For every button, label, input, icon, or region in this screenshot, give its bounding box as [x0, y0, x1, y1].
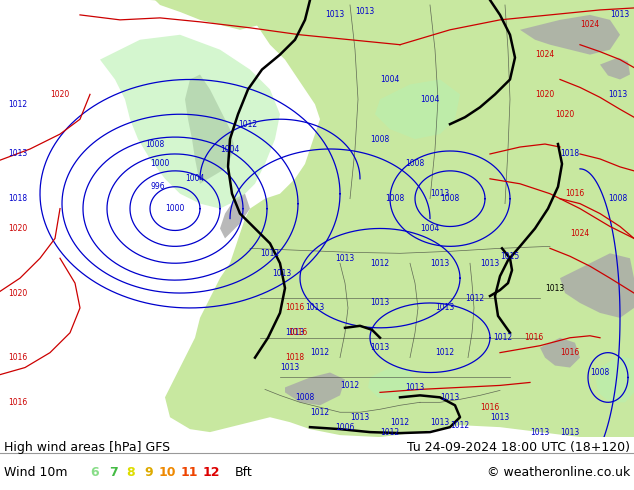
Polygon shape: [100, 35, 280, 209]
Polygon shape: [560, 253, 634, 318]
Text: 1013: 1013: [8, 149, 28, 158]
Text: 1013: 1013: [335, 254, 354, 263]
Text: 1012: 1012: [340, 381, 359, 390]
Polygon shape: [600, 58, 630, 79]
Polygon shape: [520, 15, 620, 54]
Polygon shape: [540, 338, 580, 368]
Text: 1012: 1012: [261, 249, 280, 258]
Text: 996: 996: [151, 182, 165, 191]
Text: 1012: 1012: [311, 408, 330, 417]
Text: 1008: 1008: [441, 194, 460, 203]
Text: 1013: 1013: [430, 417, 450, 427]
Polygon shape: [375, 79, 460, 139]
Polygon shape: [285, 372, 345, 405]
Text: 1012: 1012: [311, 348, 330, 357]
Text: 1016: 1016: [288, 328, 307, 337]
Text: 1013: 1013: [405, 383, 425, 392]
Text: 1012: 1012: [450, 420, 470, 430]
Text: 1013: 1013: [609, 90, 628, 99]
Text: 12: 12: [202, 466, 220, 479]
Text: Wind 10m: Wind 10m: [4, 466, 67, 479]
Text: 1008: 1008: [590, 368, 610, 377]
Text: Tu 24-09-2024 18:00 UTC (18+120): Tu 24-09-2024 18:00 UTC (18+120): [407, 441, 630, 454]
Text: 1012: 1012: [370, 259, 389, 268]
Text: 1024: 1024: [535, 50, 555, 59]
Polygon shape: [596, 356, 634, 402]
Text: 1008: 1008: [145, 140, 165, 148]
Text: 1008: 1008: [295, 393, 314, 402]
Text: 1020: 1020: [50, 90, 70, 99]
Text: 1012: 1012: [493, 333, 512, 342]
Text: 1018: 1018: [8, 194, 27, 203]
Text: 1013: 1013: [430, 259, 450, 268]
Text: 1016: 1016: [560, 348, 579, 357]
Text: 1024: 1024: [571, 229, 590, 238]
Text: 1013: 1013: [481, 259, 500, 268]
Polygon shape: [368, 368, 415, 400]
Text: 1020: 1020: [8, 289, 28, 297]
Text: 1004: 1004: [220, 145, 240, 153]
Polygon shape: [150, 0, 634, 437]
Text: 1018: 1018: [285, 353, 304, 362]
Text: 1013: 1013: [545, 284, 565, 293]
Text: 1013: 1013: [430, 189, 450, 198]
Text: 1013: 1013: [531, 428, 550, 437]
Text: 6: 6: [91, 466, 100, 479]
Text: 1012: 1012: [238, 120, 257, 129]
Text: 1015: 1015: [500, 252, 520, 261]
Text: 1016: 1016: [285, 303, 304, 313]
Polygon shape: [155, 0, 634, 60]
Text: 1008: 1008: [370, 135, 390, 144]
Text: 1013: 1013: [370, 343, 390, 352]
Polygon shape: [220, 194, 250, 239]
Text: 1012: 1012: [391, 417, 410, 427]
Text: 1013: 1013: [356, 7, 375, 17]
Text: 1006: 1006: [335, 423, 354, 432]
Text: 1008: 1008: [385, 194, 404, 203]
Text: High wind areas [hPa] GFS: High wind areas [hPa] GFS: [4, 441, 170, 454]
Text: 1012: 1012: [8, 100, 27, 109]
Text: 1013: 1013: [370, 298, 390, 308]
Text: 1004: 1004: [420, 224, 440, 233]
Text: 1020: 1020: [555, 110, 574, 119]
Text: 1024: 1024: [580, 20, 600, 29]
Text: 1020: 1020: [8, 224, 28, 233]
Text: 1008: 1008: [609, 194, 628, 203]
Text: 9: 9: [145, 466, 153, 479]
Text: 1013: 1013: [351, 413, 370, 422]
Text: 1004: 1004: [420, 95, 440, 104]
Text: 1016: 1016: [524, 333, 543, 342]
Text: 1013: 1013: [560, 428, 579, 437]
Text: 1013: 1013: [441, 393, 460, 402]
Text: 7: 7: [108, 466, 117, 479]
Text: 8: 8: [127, 466, 135, 479]
Text: 1013: 1013: [280, 363, 300, 372]
Text: 1016: 1016: [8, 353, 28, 362]
Text: 1012: 1012: [465, 294, 484, 302]
Text: 1008: 1008: [405, 159, 425, 169]
Text: 1012: 1012: [436, 348, 455, 357]
Polygon shape: [185, 74, 235, 184]
Text: 1013: 1013: [490, 413, 510, 422]
Text: 11: 11: [180, 466, 198, 479]
Text: 1000: 1000: [165, 204, 184, 213]
Text: © weatheronline.co.uk: © weatheronline.co.uk: [487, 466, 630, 479]
Text: 1020: 1020: [535, 90, 555, 99]
Text: 1013: 1013: [285, 328, 304, 337]
Text: 1013: 1013: [273, 269, 292, 278]
Text: 1016: 1016: [8, 398, 28, 407]
Text: 1004: 1004: [185, 174, 205, 183]
Text: 1000: 1000: [150, 159, 170, 169]
Text: 1016: 1016: [481, 403, 500, 412]
Text: 1013: 1013: [306, 303, 325, 313]
Text: 1004: 1004: [380, 75, 399, 84]
Text: 1016: 1016: [566, 189, 585, 198]
Text: 1013: 1013: [325, 10, 345, 20]
Text: 1013: 1013: [611, 10, 630, 20]
Text: 1018: 1018: [560, 149, 579, 158]
Text: 10: 10: [158, 466, 176, 479]
Text: Bft: Bft: [235, 466, 253, 479]
Text: 1012: 1012: [380, 428, 399, 437]
Text: 1013: 1013: [436, 303, 455, 313]
